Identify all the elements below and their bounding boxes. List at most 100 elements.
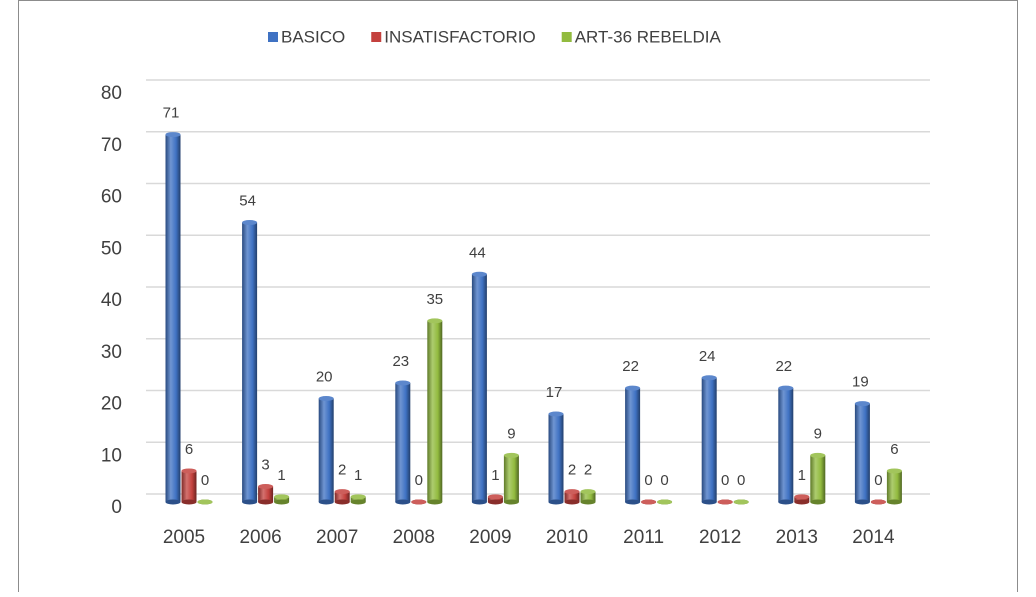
bar-body	[318, 398, 334, 502]
bar	[427, 318, 443, 505]
bar-top	[733, 499, 749, 505]
x-tick-label: 2009	[469, 527, 511, 548]
data-label: 3	[261, 456, 269, 473]
y-tick-label: 30	[101, 342, 122, 363]
bar	[258, 483, 274, 505]
bar	[503, 452, 519, 505]
bar-body	[165, 134, 181, 502]
bar-body	[701, 377, 717, 502]
bar-body	[564, 491, 580, 502]
bar	[641, 499, 657, 505]
bar-body	[395, 382, 411, 502]
legend-swatch	[561, 32, 572, 42]
bar-top	[471, 271, 487, 277]
data-label: 1	[798, 467, 806, 484]
data-label: 23	[392, 353, 409, 370]
bar-top	[548, 411, 564, 417]
data-label: 19	[852, 374, 869, 391]
bar-base	[181, 499, 197, 505]
bar-top	[350, 494, 366, 500]
bar-top	[870, 499, 886, 505]
bar	[810, 452, 826, 505]
bar-top	[794, 494, 810, 500]
bar-top	[657, 499, 673, 505]
x-tick-label: 2014	[852, 527, 895, 548]
bar-top	[717, 499, 733, 505]
bar-body	[503, 455, 519, 502]
bar-base	[242, 499, 258, 505]
legend-label: BASICO	[281, 27, 345, 46]
bar-base	[274, 499, 290, 505]
bar-base	[580, 499, 596, 505]
data-label: 2	[338, 462, 346, 479]
y-tick-label: 80	[101, 83, 122, 104]
bar	[350, 494, 366, 505]
bar	[334, 489, 350, 505]
bar-body	[778, 388, 794, 502]
bar-top	[427, 318, 443, 324]
bar-body	[810, 455, 826, 502]
bar-body	[854, 403, 870, 502]
x-tick-label: 2005	[163, 527, 205, 548]
y-tick-label: 50	[101, 238, 122, 259]
bar	[548, 411, 564, 505]
bar-base	[854, 499, 870, 505]
bar	[778, 385, 794, 505]
y-tick-label: 20	[101, 394, 122, 415]
bar-base	[395, 499, 411, 505]
x-tick-label: 2007	[316, 527, 358, 548]
bar	[886, 468, 902, 505]
bar-base	[350, 499, 366, 505]
bar	[564, 489, 580, 505]
bar-base	[564, 499, 580, 505]
data-label: 44	[469, 244, 486, 261]
bar-top	[641, 499, 657, 505]
bar-body	[548, 414, 564, 502]
bar-body	[471, 274, 487, 502]
x-tick-label: 2006	[239, 527, 281, 548]
bar-top	[503, 452, 519, 458]
bar-base	[625, 499, 641, 505]
bar	[733, 499, 749, 505]
bar	[657, 499, 673, 505]
data-label: 0	[660, 472, 668, 489]
bar	[165, 132, 181, 505]
bar-body	[487, 496, 503, 502]
data-label: 1	[491, 467, 499, 484]
bar	[794, 494, 810, 505]
bar-top	[778, 385, 794, 391]
bar-base	[794, 499, 810, 505]
bar-top	[197, 499, 213, 505]
bar-base	[427, 499, 443, 505]
bar-base	[778, 499, 794, 505]
bar-top	[242, 220, 258, 226]
bar	[854, 401, 870, 505]
data-label: 0	[201, 472, 209, 489]
y-tick-label: 60	[101, 187, 122, 208]
bar-top	[411, 499, 427, 505]
bar-body	[334, 491, 350, 502]
data-label: 20	[316, 368, 333, 385]
data-label: 6	[890, 441, 898, 458]
bar-body	[580, 491, 596, 502]
x-tick-label: 2010	[546, 527, 588, 548]
bar-body	[886, 470, 902, 502]
data-label: 54	[239, 193, 256, 210]
legend-swatch	[371, 32, 382, 42]
bar-body	[242, 222, 258, 503]
data-label: 0	[644, 472, 652, 489]
data-label: 71	[163, 105, 180, 122]
bar-base	[334, 499, 350, 505]
legend-label: INSATISFACTORIO	[384, 27, 535, 46]
bar-body	[258, 486, 274, 502]
data-label: 1	[277, 467, 285, 484]
bar-body	[625, 388, 641, 502]
y-tick-label: 0	[111, 497, 122, 518]
bar-body	[274, 496, 290, 502]
bar-body	[794, 496, 810, 502]
bar-top	[487, 494, 503, 500]
bar	[411, 499, 427, 505]
data-label: 0	[737, 472, 745, 489]
x-tick-label: 2012	[699, 527, 741, 548]
bar	[274, 494, 290, 505]
